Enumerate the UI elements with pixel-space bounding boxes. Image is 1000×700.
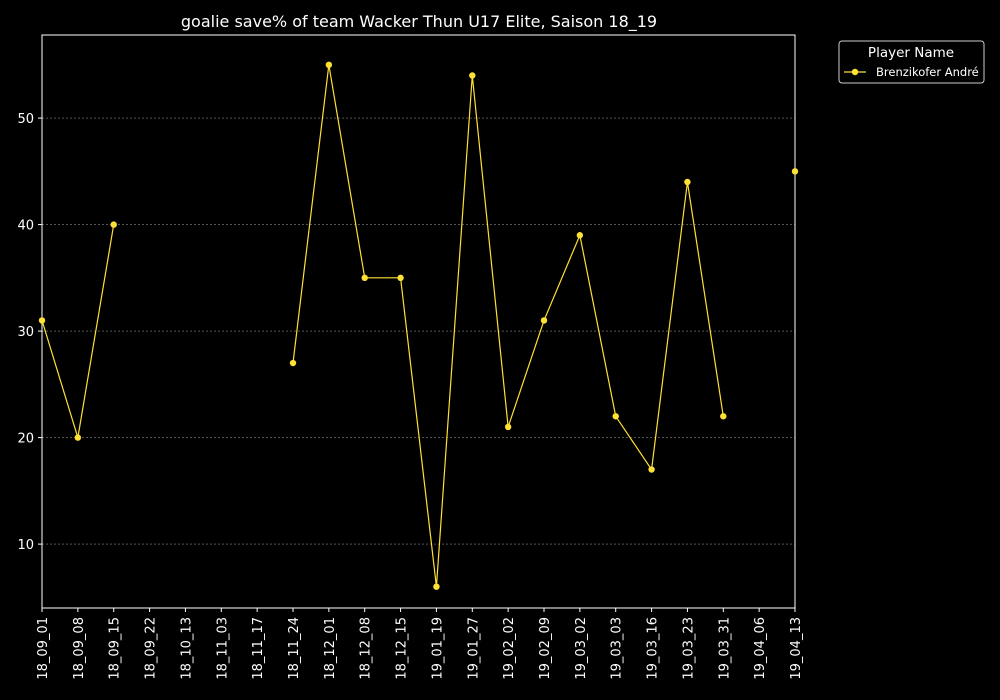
x-tick-label: 18_09_22 <box>144 617 159 680</box>
legend: Player Name Brenzikofer André <box>838 40 985 84</box>
legend-title: Player Name <box>868 45 954 61</box>
x-tick-label: 18_09_08 <box>72 617 87 680</box>
data-point <box>612 413 619 420</box>
data-point <box>504 423 512 431</box>
data-point <box>684 178 691 186</box>
data-point <box>648 466 655 473</box>
grid <box>42 117 795 545</box>
data-point <box>720 413 727 420</box>
legend-marker <box>851 68 859 76</box>
x-tick-label: 19_03_03 <box>610 617 625 680</box>
y-tick-label: 10 <box>17 538 34 553</box>
x-tick-label: 19_03_02 <box>574 617 589 680</box>
x-tick-label: 18_09_15 <box>108 617 123 680</box>
x-tick-label: 19_04_06 <box>753 617 768 680</box>
x-tick-label: 19_02_09 <box>538 617 553 680</box>
x-tick-label: 19_03_31 <box>717 617 732 680</box>
x-tick-label: 18_12_15 <box>395 617 410 680</box>
x-tick-label: 19_01_27 <box>466 617 481 680</box>
series-layer <box>38 61 799 590</box>
data-point <box>469 72 476 79</box>
y-axis: 10 20 30 40 50 <box>17 112 42 553</box>
x-tick-label: 18_11_17 <box>251 617 266 680</box>
y-tick-label: 40 <box>17 219 34 234</box>
data-point <box>397 274 404 282</box>
data-point <box>110 221 117 228</box>
data-point <box>325 61 333 69</box>
x-tick-label: 19_03_16 <box>646 617 661 680</box>
data-point <box>361 274 368 282</box>
data-point <box>38 317 46 324</box>
data-point <box>433 583 440 590</box>
y-tick-label: 50 <box>17 112 34 127</box>
x-tick-label: 19_02_02 <box>502 617 517 680</box>
legend-label: Brenzikofer André <box>876 65 979 79</box>
data-point <box>540 317 548 324</box>
x-tick-label: 19_03_23 <box>681 617 696 680</box>
y-tick-label: 30 <box>17 325 34 340</box>
data-point <box>791 168 799 175</box>
x-tick-label: 19_04_13 <box>789 617 804 680</box>
x-tick-label: 18_11_03 <box>215 617 230 680</box>
data-point <box>74 434 82 441</box>
y-tick-label: 20 <box>17 432 34 447</box>
legend-box <box>838 40 985 84</box>
data-point <box>576 232 584 239</box>
series-0 <box>38 61 799 590</box>
x-axis: 18_09_01 18_09_08 18_09_15 18_09_22 18_10_13… <box>36 608 804 680</box>
x-tick-label: 18_12_01 <box>323 617 338 680</box>
x-tick-label: 18_10_13 <box>179 617 194 680</box>
x-tick-label: 18_12_08 <box>359 617 374 680</box>
x-tick-label: 19_01_19 <box>430 617 445 680</box>
x-tick-label: 18_11_24 <box>287 617 302 680</box>
chart-title: goalie save% of team Wacker Thun U17 Eli… <box>181 12 657 32</box>
x-tick-label: 18_09_01 <box>36 617 51 680</box>
data-point <box>289 359 297 367</box>
